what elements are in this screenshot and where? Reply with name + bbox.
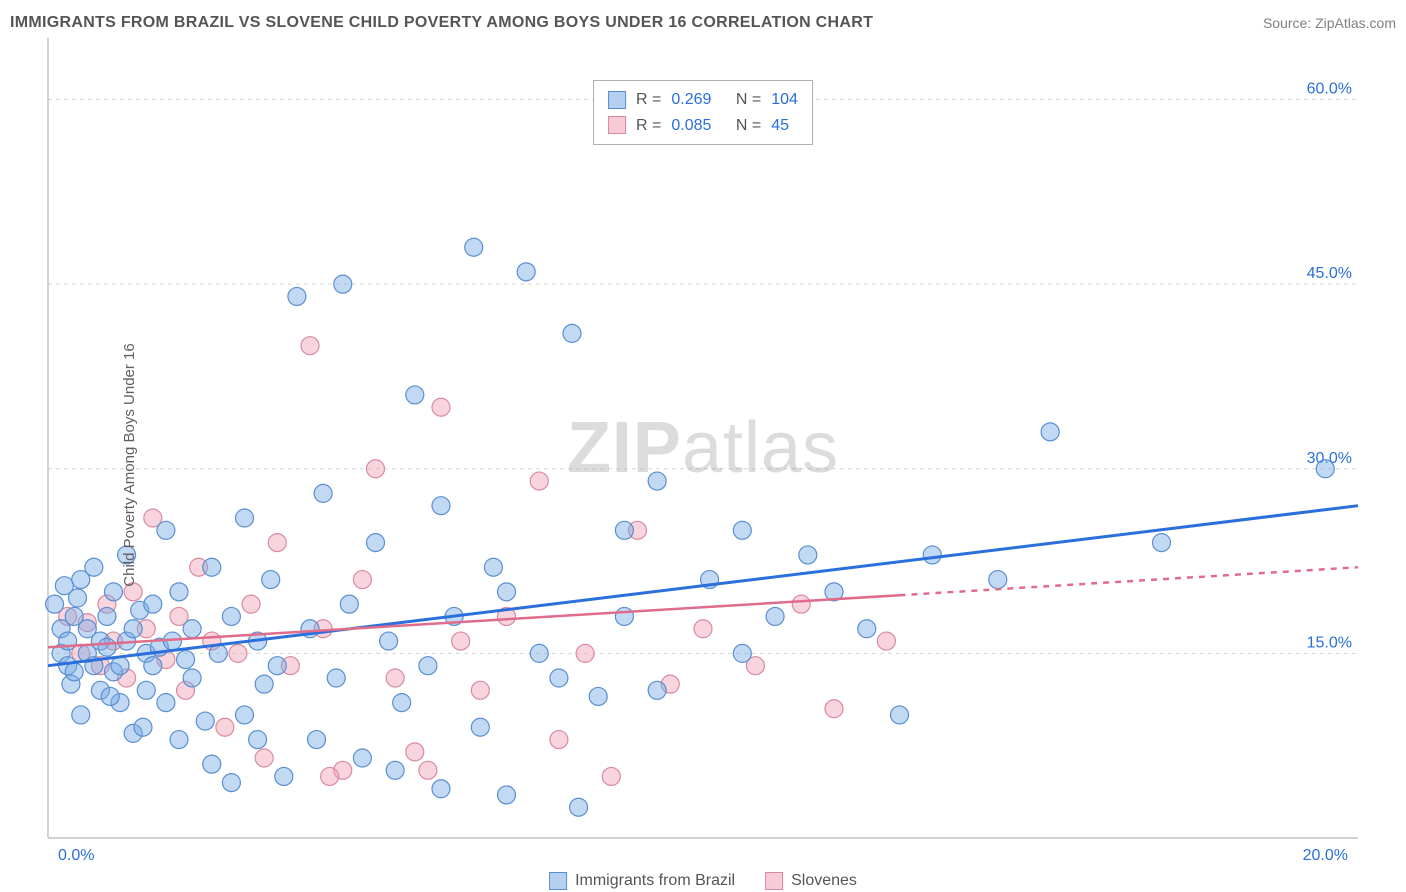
- info-row-series-2: R = 0.085 N = 45: [608, 113, 798, 139]
- chart-area: Child Poverty Among Boys Under 16 15.0%3…: [0, 38, 1406, 892]
- svg-text:20.0%: 20.0%: [1303, 847, 1348, 864]
- legend-item-1: Immigrants from Brazil: [549, 872, 735, 890]
- svg-text:45.0%: 45.0%: [1307, 265, 1352, 282]
- legend-item-2: Slovenes: [765, 872, 857, 890]
- chart-title: IMMIGRANTS FROM BRAZIL VS SLOVENE CHILD …: [10, 14, 873, 32]
- n-label-2: N =: [736, 113, 761, 139]
- n-value-2: 45: [771, 113, 789, 139]
- correlation-info-box: R = 0.269 N = 104 R = 0.085 N = 45: [593, 80, 813, 145]
- source-label: Source:: [1263, 15, 1311, 31]
- r-label-2: R =: [636, 113, 661, 139]
- source-attribution: Source: ZipAtlas.com: [1263, 15, 1396, 31]
- y-axis-label: Child Poverty Among Boys Under 16: [121, 343, 138, 586]
- chart-header: IMMIGRANTS FROM BRAZIL VS SLOVENE CHILD …: [10, 8, 1396, 38]
- scatter-chart: 15.0%30.0%45.0%60.0%0.0%20.0%: [0, 38, 1406, 892]
- source-link[interactable]: ZipAtlas.com: [1315, 15, 1396, 31]
- swatch-series-1: [608, 91, 626, 109]
- legend-swatch-1: [549, 872, 567, 890]
- svg-text:15.0%: 15.0%: [1307, 634, 1352, 651]
- swatch-series-2: [608, 116, 626, 134]
- n-label-1: N =: [736, 87, 761, 113]
- r-value-2: 0.085: [671, 113, 711, 139]
- svg-text:60.0%: 60.0%: [1307, 81, 1352, 98]
- legend-label-1: Immigrants from Brazil: [575, 872, 735, 890]
- bottom-legend: Immigrants from Brazil Slovenes: [549, 872, 857, 890]
- svg-text:0.0%: 0.0%: [58, 847, 94, 864]
- n-value-1: 104: [771, 87, 798, 113]
- r-value-1: 0.269: [671, 87, 711, 113]
- r-label-1: R =: [636, 87, 661, 113]
- legend-swatch-2: [765, 872, 783, 890]
- legend-label-2: Slovenes: [791, 872, 857, 890]
- info-row-series-1: R = 0.269 N = 104: [608, 87, 798, 113]
